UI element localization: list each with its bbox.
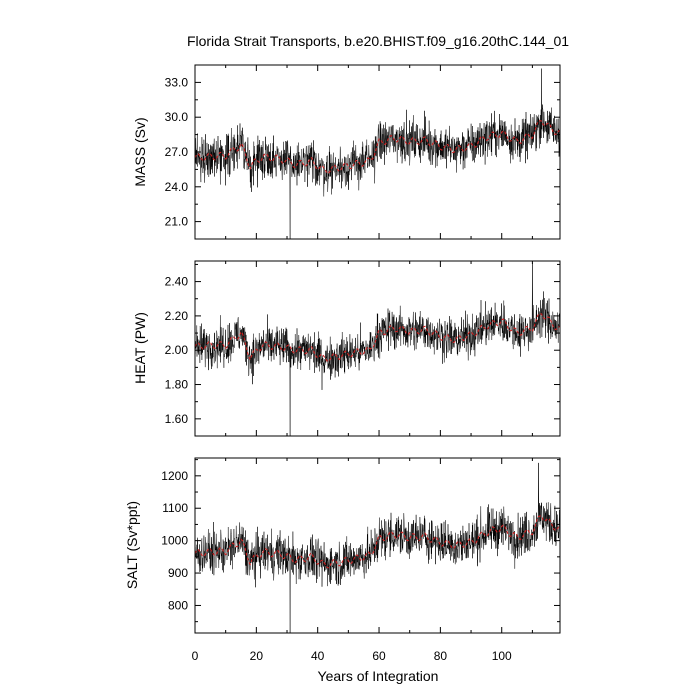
heat-ytick-label: 1.80	[165, 378, 189, 392]
xtick-label: 40	[311, 649, 325, 663]
heat-ytick-label: 2.00	[165, 343, 189, 357]
x-axis: 0 20 40 60 80 100	[192, 649, 512, 663]
heat-smoothed-series	[194, 313, 561, 363]
salt-ytick-label: 1000	[161, 534, 188, 548]
xtick-label: 0	[192, 649, 199, 663]
xtick-label: 80	[434, 649, 448, 663]
mass-ytick-label: 33.0	[165, 75, 189, 89]
salt-monthly-series	[194, 462, 561, 634]
heat-ytick-label: 2.20	[165, 309, 189, 323]
heat-ytick-label: 1.60	[165, 412, 189, 426]
mass-smoothed-series	[194, 120, 561, 174]
salt-ytick-label: 1200	[161, 469, 188, 483]
mass-ylabel: MASS (Sv)	[132, 117, 148, 186]
xtick-label: 100	[492, 649, 512, 663]
xtick-label: 20	[250, 649, 264, 663]
heat-ytick-label: 2.40	[165, 275, 189, 289]
mass-ytick-label: 30.0	[165, 110, 189, 124]
salt-panel: SALT (Sv*ppt) 800 900 1000 1100 1200	[124, 457, 561, 634]
figure-title: Florida Strait Transports, b.e20.BHIST.f…	[187, 33, 569, 49]
salt-ylabel: SALT (Sv*ppt)	[124, 501, 140, 589]
heat-panel: HEAT (PW) 1.60 1.80 2.00 2.20 2.40	[132, 260, 561, 437]
xtick-label: 60	[372, 649, 386, 663]
salt-ytick-label: 800	[168, 598, 188, 612]
mass-ytick-label: 24.0	[165, 180, 189, 194]
x-axis-label: Years of Integration	[318, 668, 439, 684]
mass-panel: MASS (Sv) 21.0 24.0 27.0 30.0 33.0	[132, 64, 561, 240]
mass-ytick-label: 27.0	[165, 145, 189, 159]
mass-monthly-series	[194, 68, 561, 240]
salt-ytick-label: 1100	[162, 501, 188, 515]
salt-plot-frame	[194, 457, 561, 634]
heat-ylabel: HEAT (PW)	[132, 312, 148, 384]
salt-smoothed-series	[194, 515, 561, 569]
salt-ytick-label: 900	[168, 566, 188, 580]
mass-ytick-label: 21.0	[165, 215, 189, 229]
heat-monthly-series	[194, 262, 561, 437]
heat-plot-frame	[194, 260, 561, 437]
